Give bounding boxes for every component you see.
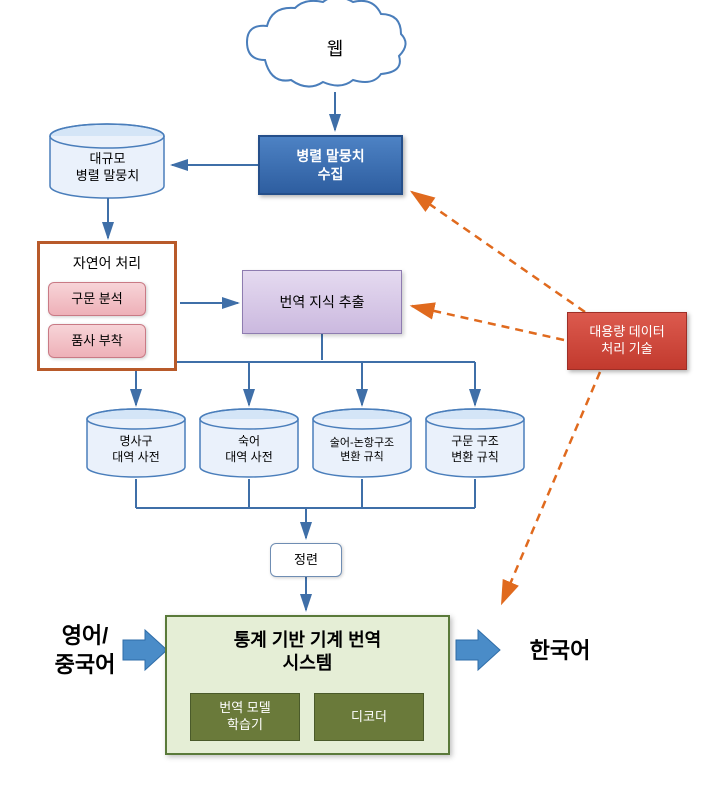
corpus-collect-box: 병렬 말뭉치 수집 [258,135,403,195]
red-box: 대용량 데이터 처리 기술 [567,312,687,370]
sys-inner1-l2: 학습기 [219,717,270,734]
nlp-inner1: 구문 분석 [48,282,146,316]
extract-box: 번역 지식 추출 [242,270,402,334]
block-arrow-right [456,630,500,670]
cyl2-label: 숙어대역 사전 [200,430,298,470]
corpus-collect-l2: 수집 [296,165,364,183]
cyl4-l2: 변환 규칙 [451,450,499,466]
cyl4-label: 구문 구조변환 규칙 [426,430,524,470]
cloud-label: 웹 [250,30,420,70]
cyl1-l1: 명사구 [112,434,160,450]
cyl3-l2: 변환 규칙 [330,450,394,464]
big-cyl-label: 대규모 병렬 말뭉치 [50,148,165,188]
system-t1: 통계 기반 기계 번역 [167,629,448,652]
left-text: 영어/중국어 [40,622,130,680]
cyl2-l2: 대역 사전 [225,450,273,466]
big-cyl-l1: 대규모 [76,151,139,168]
left-l2: 중국어 [55,651,116,680]
sys-inner1: 번역 모델학습기 [190,693,300,741]
cloud-text: 웹 [327,38,344,61]
dashed-arrows [412,192,600,603]
right-text: 한국어 [510,636,610,666]
refine-label: 정련 [294,552,318,569]
right-label: 한국어 [530,637,591,666]
cyl3-label: 술어-논항구조변환 규칙 [313,430,411,470]
system-t2: 시스템 [167,652,448,675]
red-l2: 처리 기술 [589,341,664,358]
cyl3-l1: 술어-논항구조 [330,436,394,450]
left-l1: 영어/ [55,622,116,651]
nlp-inner2-label: 품사 부착 [71,333,122,350]
corpus-collect-l1: 병렬 말뭉치 [296,147,364,165]
cyl2-l1: 숙어 [225,434,273,450]
extract-label: 번역 지식 추출 [279,293,364,311]
red-l1: 대용량 데이터 [589,324,664,341]
sys-inner1-l1: 번역 모델 [219,700,270,717]
cyl1-label: 명사구대역 사전 [87,430,185,470]
sys-inner2: 디코더 [314,693,424,741]
nlp-inner2: 품사 부착 [48,324,146,358]
nlp-inner1-label: 구문 분석 [71,291,122,308]
cyl4-l1: 구문 구조 [451,434,499,450]
sys-inner2-label: 디코더 [351,709,387,726]
nlp-title: 자연어 처리 [40,254,174,272]
refine-box: 정련 [270,543,342,577]
big-cyl-l2: 병렬 말뭉치 [76,168,139,185]
cyl1-l2: 대역 사전 [112,450,160,466]
